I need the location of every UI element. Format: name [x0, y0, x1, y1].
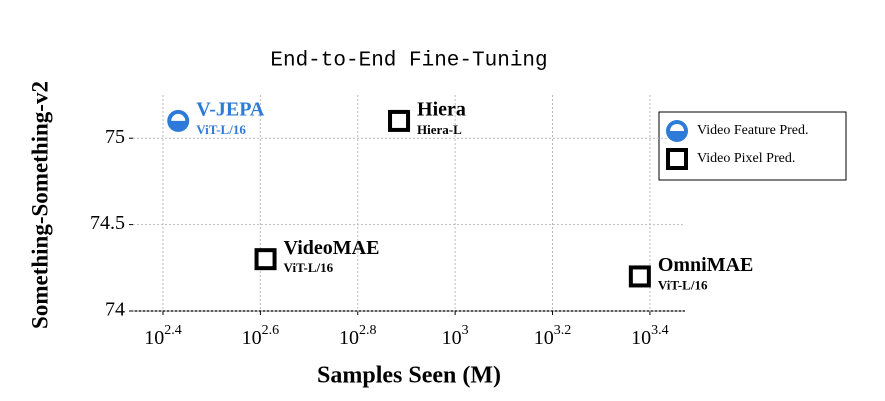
data-point [388, 109, 411, 132]
point-sublabel: ViT-L/16 [284, 260, 334, 275]
point-sublabel: ViT-L/16 [196, 122, 246, 137]
x-tick-label: 103.2 [534, 323, 572, 348]
data-point [628, 265, 651, 288]
point-label: V-JEPA [196, 99, 265, 121]
x-tick-label: 102.4 [144, 323, 182, 348]
legend-box [658, 111, 847, 181]
data-point [254, 248, 277, 271]
x-tick-label: 102.8 [339, 323, 377, 348]
point-label: VideoMAE [284, 237, 380, 259]
marker-inner [171, 113, 186, 121]
marker-inner [670, 124, 684, 131]
x-tick-label: 103.4 [631, 323, 669, 348]
legend-label: Video Feature Pred. [697, 123, 809, 138]
chart-title: End-to-End Fine-Tuning [270, 50, 547, 73]
data-point [167, 109, 190, 132]
y-axis-label: Something-Something-v2 [27, 81, 52, 329]
x-tick-label: 103 [442, 323, 469, 348]
y-tick-label: 74.5 [90, 212, 125, 234]
legend-marker [666, 120, 688, 142]
legend-marker [666, 148, 688, 170]
point-label: Hiera [417, 99, 466, 121]
x-axis-label: Samples Seen (M) [317, 363, 501, 389]
x-tick-label: 102.6 [242, 323, 280, 348]
legend-label: Video Pixel Pred. [697, 151, 795, 166]
y-tick-label: 75 [105, 126, 125, 148]
point-label: OmniMAE [658, 254, 754, 276]
point-sublabel: ViT-L/16 [658, 277, 708, 292]
point-sublabel: Hiera-L [417, 122, 462, 137]
y-tick-label: 74 [105, 299, 125, 321]
